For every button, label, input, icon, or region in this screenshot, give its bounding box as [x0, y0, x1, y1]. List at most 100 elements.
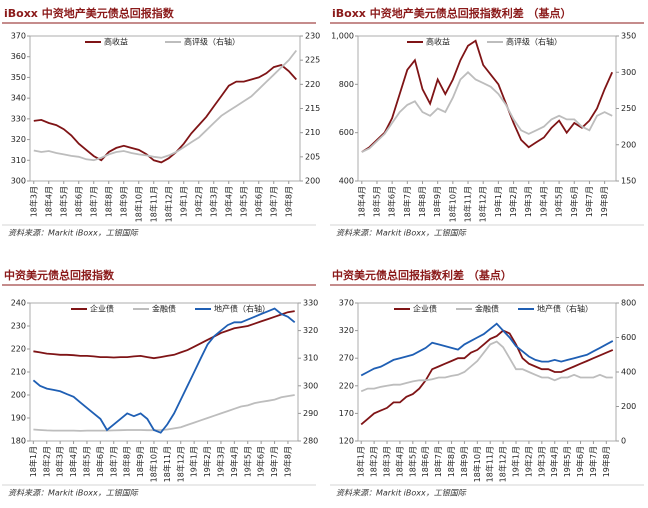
- x-tick-label: 19年2月: [193, 186, 203, 217]
- y-tick-label: 300: [11, 177, 26, 186]
- x-tick-label: 18年1月: [28, 446, 38, 477]
- y-tick-label: 230: [11, 322, 26, 331]
- y-tick-label: 340: [11, 94, 26, 103]
- x-tick-label: 19年7月: [584, 186, 594, 217]
- legend-label: 金融债: [475, 304, 499, 314]
- series-line: [33, 394, 295, 432]
- y-tick-label: 330: [11, 114, 26, 123]
- x-tick-label: 18年4月: [68, 446, 78, 477]
- x-tick-label: 19年3月: [536, 446, 546, 477]
- y2-tick-label: 300: [621, 68, 636, 77]
- y2-tick-label: 290: [303, 409, 318, 418]
- x-tick-label: 18年12月: [478, 186, 488, 222]
- y-tick-label: 270: [339, 354, 354, 363]
- x-tick-label: 18年3月: [55, 446, 65, 477]
- y-tick-label: 240: [11, 299, 26, 308]
- y-tick-label: 370: [339, 299, 354, 308]
- series-line: [33, 49, 298, 162]
- x-tick-label: 19年3月: [208, 186, 218, 217]
- x-tick-label: 18年10月: [472, 446, 482, 482]
- x-tick-label: 19年7月: [588, 446, 598, 477]
- plot-frame: [29, 302, 299, 442]
- x-tick-label: 18年2月: [41, 446, 51, 477]
- x-tick-label: 18年10月: [447, 186, 457, 222]
- y-tick-label: 180: [11, 437, 26, 446]
- x-tick-label: 18年9月: [459, 446, 469, 477]
- x-tick-label: 19年2月: [202, 446, 212, 477]
- x-tick-label: 18年11月: [463, 186, 473, 222]
- chart-title: iBoxx 中资地产美元债总回报指数: [4, 6, 175, 20]
- x-tick-label: 19年6月: [575, 446, 585, 477]
- x-tick-label: 18年4月: [394, 446, 404, 477]
- series-line: [360, 322, 614, 377]
- y-tick-label: 350: [11, 73, 26, 82]
- x-tick-label: 19年4月: [223, 186, 233, 217]
- source-note: 资料来源：Markit iBoxx，工银国际: [8, 489, 139, 498]
- x-tick-label: 18年6月: [387, 186, 397, 217]
- x-tick-label: 19年1月: [493, 186, 503, 217]
- plot-frame: [29, 35, 301, 182]
- y2-tick-label: 150: [621, 177, 636, 186]
- x-tick-label: 19年6月: [256, 446, 266, 477]
- y2-tick-label: 600: [621, 333, 636, 342]
- x-tick-label: 19年8月: [283, 186, 293, 217]
- y-tick-label: 600: [339, 128, 354, 137]
- x-tick-label: 19年5月: [562, 446, 572, 477]
- plot-frame: [357, 302, 617, 442]
- chart-title: 中资美元债总回报指数: [4, 268, 115, 282]
- y2-tick-label: 200: [621, 140, 636, 149]
- y2-tick-label: 205: [305, 152, 320, 161]
- x-tick-label: 19年4月: [549, 446, 559, 477]
- series-line: [361, 39, 614, 153]
- y2-tick-label: 0: [621, 437, 626, 446]
- x-tick-label: 19年8月: [601, 446, 611, 477]
- x-tick-label: 18年7月: [88, 186, 98, 217]
- x-tick-label: 18年8月: [417, 186, 427, 217]
- y2-tick-label: 200: [305, 177, 320, 186]
- x-tick-label: 18年8月: [446, 446, 456, 477]
- x-tick-label: 19年1月: [178, 186, 188, 217]
- x-tick-label: 18年12月: [175, 446, 185, 482]
- legend-label: 企业债: [413, 304, 437, 314]
- y2-tick-label: 220: [305, 80, 320, 89]
- x-tick-label: 18年8月: [122, 446, 132, 477]
- series-line: [360, 329, 614, 426]
- x-tick-label: 19年5月: [554, 186, 564, 217]
- chart-title: 中资美元债总回报指数利差 （基点）: [332, 268, 512, 282]
- series-line: [361, 71, 613, 153]
- y-tick-label: 360: [11, 52, 26, 61]
- x-tick-label: 19年7月: [268, 186, 278, 217]
- y2-tick-label: 400: [621, 368, 636, 377]
- x-tick-label: 18年6月: [73, 186, 83, 217]
- series-line: [360, 340, 613, 393]
- x-tick-label: 18年11月: [485, 446, 495, 482]
- x-tick-label: 18年7月: [402, 186, 412, 217]
- x-tick-label: 19年8月: [599, 186, 609, 217]
- legend-label: 高收益: [104, 37, 128, 47]
- x-tick-label: 18年7月: [108, 446, 118, 477]
- x-tick-label: 18年11月: [148, 186, 158, 222]
- x-tick-label: 18年11月: [162, 446, 172, 482]
- x-tick-label: 18年4月: [43, 186, 53, 217]
- x-tick-label: 19年5月: [238, 186, 248, 217]
- x-tick-label: 18年10月: [148, 446, 158, 482]
- y2-tick-label: 300: [303, 381, 318, 390]
- source-note: 资料来源：Markit iBoxx，工银国际: [336, 489, 467, 498]
- y2-tick-label: 800: [621, 299, 636, 308]
- y-tick-label: 200: [11, 391, 26, 400]
- y-tick-label: 310: [11, 156, 26, 165]
- x-tick-label: 18年1月: [356, 446, 366, 477]
- y2-tick-label: 215: [305, 104, 320, 113]
- legend-label: 金融债: [152, 304, 176, 314]
- x-tick-label: 19年2月: [508, 186, 518, 217]
- x-tick-label: 18年5月: [81, 446, 91, 477]
- x-tick-label: 18年9月: [135, 446, 145, 477]
- series-line: [33, 64, 297, 164]
- x-tick-label: 19年3月: [215, 446, 225, 477]
- legend-label: 企业债: [90, 304, 114, 314]
- y2-tick-label: 230: [305, 32, 320, 41]
- plot-frame: [357, 35, 617, 182]
- y-tick-label: 800: [339, 80, 354, 89]
- legend-label: 地产债（右轴）: [214, 304, 270, 314]
- y2-tick-label: 320: [303, 326, 318, 335]
